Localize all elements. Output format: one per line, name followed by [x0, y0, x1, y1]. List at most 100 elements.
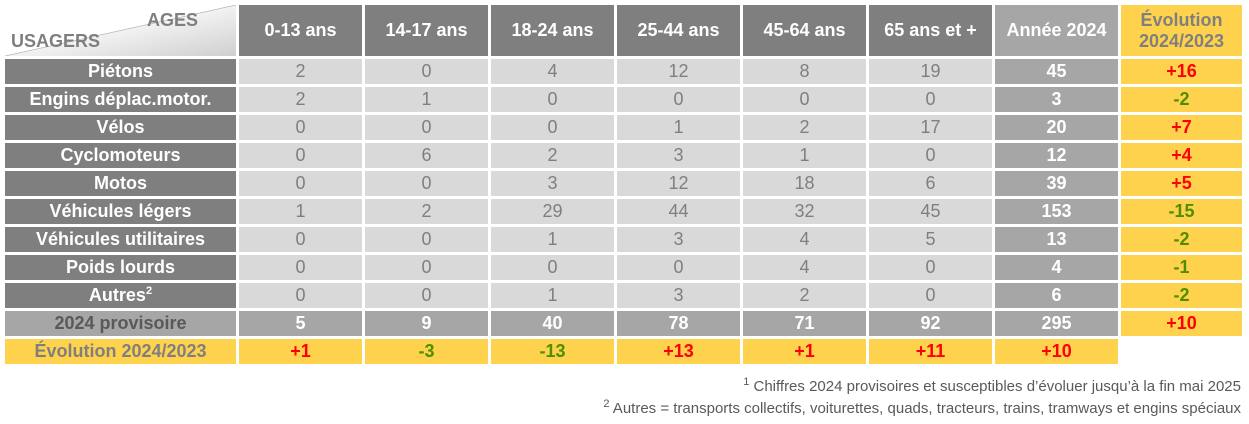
evolution-row-label: Évolution 2024/2023: [5, 339, 236, 364]
table-cell: 0: [239, 143, 362, 168]
table-body: Piétons2041281945+16Engins déplac.motor.…: [5, 59, 1242, 364]
row-label-text: Engins déplac.motor.: [29, 89, 211, 109]
table-cell: 0: [365, 115, 488, 140]
footnote-text: Autres = transports collectifs, voituret…: [609, 400, 1241, 417]
footnote: 2 Autres = transports collectifs, voitur…: [603, 398, 1241, 420]
table-cell: 0: [617, 87, 740, 112]
table-cell: 0: [869, 255, 992, 280]
table-row: Piétons2041281945+16: [5, 59, 1242, 84]
table-cell: 1: [491, 227, 614, 252]
empty-cell: [1121, 339, 1242, 364]
accident-table: AGES USAGERS 0-13 ans 14-17 ans 18-24 an…: [2, 2, 1245, 367]
evolution-row-cell: +1: [239, 339, 362, 364]
total-row-label: 2024 provisoire: [5, 311, 236, 336]
table-cell: 19: [869, 59, 992, 84]
total-cell: 92: [869, 311, 992, 336]
year-total-cell: 13: [995, 227, 1118, 252]
table-cell: 0: [365, 283, 488, 308]
row-label: Vélos: [5, 115, 236, 140]
evolution-row-cell: -3: [365, 339, 488, 364]
evolution-row-cell: -13: [491, 339, 614, 364]
row-label-text: Motos: [94, 173, 147, 193]
evolution-row-cell: +1: [743, 339, 866, 364]
row-label-text: Piétons: [88, 61, 153, 81]
table-cell: 2: [239, 59, 362, 84]
row-label: Motos: [5, 171, 236, 196]
footnote: 1 Chiffres 2024 provisoires et susceptib…: [603, 376, 1241, 398]
table-row: Engins déplac.motor.2100003-2: [5, 87, 1242, 112]
evolution-cell: -2: [1121, 87, 1242, 112]
table-cell: 1: [365, 87, 488, 112]
table-row: Véhicules légers1229443245153-15: [5, 199, 1242, 224]
table-cell: 6: [365, 143, 488, 168]
total-cell: 40: [491, 311, 614, 336]
table-cell: 0: [617, 255, 740, 280]
table-cell: 0: [365, 255, 488, 280]
table-cell: 8: [743, 59, 866, 84]
col-header-age: 14-17 ans: [365, 5, 488, 56]
table-cell: 18: [743, 171, 866, 196]
evolution-row-total: +10: [995, 339, 1118, 364]
table-cell: 0: [743, 87, 866, 112]
table-cell: 2: [491, 143, 614, 168]
table-row: Poids lourds0000404-1: [5, 255, 1242, 280]
evolution-row-cell: +13: [617, 339, 740, 364]
header-row: AGES USAGERS 0-13 ans 14-17 ans 18-24 an…: [5, 5, 1242, 56]
total-evolution-cell: +10: [1121, 311, 1242, 336]
table-cell: 2: [743, 115, 866, 140]
evolution-cell: +5: [1121, 171, 1242, 196]
row-label: Piétons: [5, 59, 236, 84]
col-header-evolution: Évolution 2024/2023: [1121, 5, 1242, 56]
table-cell: 0: [869, 87, 992, 112]
table-cell: 0: [365, 59, 488, 84]
total-cell: 5: [239, 311, 362, 336]
year-total-cell: 4: [995, 255, 1118, 280]
row-label-text: Poids lourds: [66, 257, 175, 277]
evolution-cell: +7: [1121, 115, 1242, 140]
table-cell: 12: [617, 171, 740, 196]
grand-total-cell: 295: [995, 311, 1118, 336]
col-header-age: 18-24 ans: [491, 5, 614, 56]
table-cell: 3: [617, 143, 740, 168]
footnote-text: Chiffres 2024 provisoires et susceptible…: [749, 378, 1241, 395]
table-cell: 17: [869, 115, 992, 140]
table-row: Cyclomoteurs06231012+4: [5, 143, 1242, 168]
table-cell: 0: [869, 143, 992, 168]
table-cell: 44: [617, 199, 740, 224]
row-label: Autres2: [5, 283, 236, 308]
usagers-label: USAGERS: [11, 31, 100, 52]
table-cell: 29: [491, 199, 614, 224]
year-total-cell: 3: [995, 87, 1118, 112]
row-label: Cyclomoteurs: [5, 143, 236, 168]
table-cell: 32: [743, 199, 866, 224]
row-label: Véhicules légers: [5, 199, 236, 224]
col-header-age: 25-44 ans: [617, 5, 740, 56]
table-row: Motos0031218639+5: [5, 171, 1242, 196]
total-cell: 71: [743, 311, 866, 336]
ages-label: AGES: [147, 10, 198, 31]
col-header-year: Année 2024: [995, 5, 1118, 56]
row-label-note: 2: [146, 285, 152, 297]
table-cell: 4: [743, 227, 866, 252]
table-row: Autres20013206-2: [5, 283, 1242, 308]
table-row: Véhicules utilitaires00134513-2: [5, 227, 1242, 252]
row-label: Poids lourds: [5, 255, 236, 280]
table-cell: 1: [239, 199, 362, 224]
col-header-evolution-text: Évolution 2024/2023: [1134, 10, 1229, 52]
evolution-row: Évolution 2024/2023+1-3-13+13+1+11+10: [5, 339, 1242, 364]
row-label: Véhicules utilitaires: [5, 227, 236, 252]
table-cell: 4: [743, 255, 866, 280]
table-cell: 1: [743, 143, 866, 168]
table-cell: 2: [365, 199, 488, 224]
table-cell: 0: [239, 255, 362, 280]
table-cell: 0: [365, 227, 488, 252]
table-cell: 12: [617, 59, 740, 84]
table-cell: 5: [869, 227, 992, 252]
table-cell: 45: [869, 199, 992, 224]
table-cell: 0: [239, 227, 362, 252]
table-cell: 0: [239, 283, 362, 308]
row-label-text: Vélos: [96, 117, 144, 137]
year-total-cell: 45: [995, 59, 1118, 84]
table-cell: 0: [491, 255, 614, 280]
col-header-age: 0-13 ans: [239, 5, 362, 56]
